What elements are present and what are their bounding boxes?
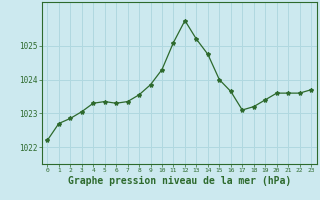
X-axis label: Graphe pression niveau de la mer (hPa): Graphe pression niveau de la mer (hPa): [68, 176, 291, 186]
